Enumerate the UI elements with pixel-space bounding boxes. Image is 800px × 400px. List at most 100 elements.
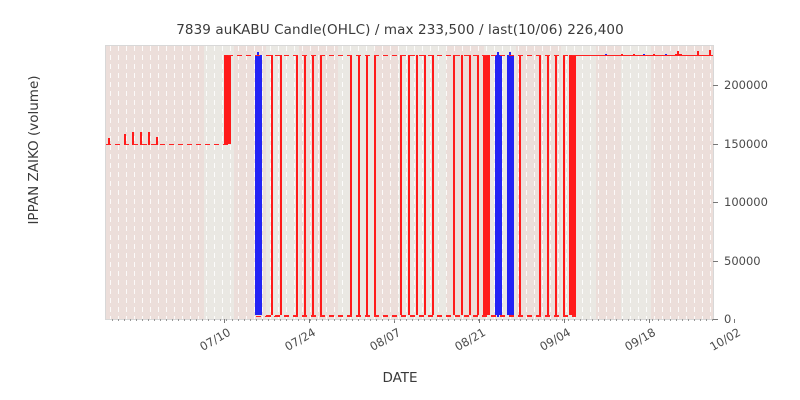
x-tick-minor — [388, 319, 389, 322]
x-tick-minor — [502, 319, 503, 322]
close-trend-line — [256, 316, 276, 318]
candle-body — [349, 54, 353, 316]
x-tick-minor — [268, 319, 269, 322]
x-tick-minor — [448, 319, 449, 322]
candle-body — [476, 54, 480, 316]
x-tick-minor — [250, 319, 251, 322]
x-tick-minor — [550, 319, 551, 322]
x-tick-minor — [346, 319, 347, 322]
axis-spine-right — [713, 46, 714, 320]
x-tick-minor — [382, 319, 383, 322]
x-tick-minor — [298, 319, 299, 322]
candle-wick — [140, 131, 142, 144]
candle-body — [415, 54, 419, 316]
x-tick-minor — [586, 319, 587, 322]
x-tick-minor — [412, 319, 413, 322]
close-trend-line — [576, 54, 713, 56]
candle-body — [452, 54, 456, 316]
candle-body — [311, 54, 315, 316]
gridline-vertical — [678, 46, 680, 319]
x-tick-minor — [640, 319, 641, 322]
gridline-vertical — [398, 46, 400, 319]
x-tick-label: 10/02 — [707, 325, 743, 354]
candle-body — [223, 54, 231, 144]
x-tick-minor — [472, 319, 473, 322]
gridline-vertical — [662, 46, 664, 319]
x-tick-minor — [274, 319, 275, 322]
x-tick-minor — [244, 319, 245, 322]
background-band — [106, 46, 204, 319]
gridline-vertical — [430, 46, 432, 319]
gridline-vertical — [590, 46, 592, 319]
x-tick-minor — [658, 319, 659, 322]
x-tick-minor — [664, 319, 665, 322]
candle-wick — [697, 50, 699, 55]
x-tick-minor — [694, 319, 695, 322]
x-tick-minor — [208, 319, 209, 322]
x-tick-minor — [322, 319, 323, 322]
x-tick-label: 07/24 — [282, 325, 318, 354]
x-tick-label: 09/04 — [537, 325, 573, 354]
gridline-vertical — [614, 46, 616, 319]
y-tick-mark — [713, 85, 718, 87]
gridline-vertical — [630, 46, 632, 319]
gridline-vertical — [414, 46, 416, 319]
gridline-vertical — [142, 46, 144, 319]
gridline-vertical — [126, 46, 128, 319]
gridline-vertical — [150, 46, 152, 319]
gridline-vertical — [198, 46, 200, 319]
gridline-vertical — [342, 46, 344, 319]
y-tick-label: 200000 — [724, 78, 768, 93]
candle-body — [546, 54, 550, 316]
x-tick-minor — [370, 319, 371, 322]
gridline-vertical — [390, 46, 392, 319]
gridline-vertical — [110, 46, 112, 319]
candle-wick — [605, 53, 607, 55]
x-tick-minor — [178, 319, 179, 322]
x-tick-label: 09/18 — [622, 325, 658, 354]
gridline-vertical — [118, 46, 120, 319]
x-tick-minor — [232, 319, 233, 322]
x-tick-minor — [394, 319, 395, 322]
candle-body — [319, 54, 323, 316]
x-tick-minor — [616, 319, 617, 322]
gridline-vertical — [702, 46, 704, 319]
x-tick-minor — [580, 319, 581, 322]
x-tick-minor — [304, 319, 305, 322]
x-tick-minor — [688, 319, 689, 322]
gridline-vertical — [446, 46, 448, 319]
background-band — [651, 46, 713, 319]
close-trend-line — [266, 54, 713, 57]
y-tick-label: 50000 — [724, 253, 761, 268]
x-tick-minor — [604, 319, 605, 322]
x-tick-minor — [700, 319, 701, 322]
x-tick-minor — [292, 319, 293, 322]
x-tick-minor — [526, 319, 527, 322]
x-tick-minor — [520, 319, 521, 322]
x-tick-minor — [148, 319, 149, 322]
x-tick-minor — [508, 319, 509, 322]
gridline-vertical — [134, 46, 136, 319]
x-tick-minor — [124, 319, 125, 322]
x-tick-minor — [172, 319, 173, 322]
x-tick-minor — [568, 319, 569, 322]
gridline-vertical — [334, 46, 336, 319]
candle-body — [295, 54, 299, 316]
gridline-vertical — [622, 46, 624, 319]
x-tick-minor — [454, 319, 455, 322]
candle-body — [494, 54, 502, 316]
gridline-vertical — [302, 46, 304, 319]
gridline-vertical — [262, 46, 264, 319]
gridline-vertical — [526, 46, 528, 319]
plot-area — [106, 46, 713, 319]
x-tick-minor — [280, 319, 281, 322]
gridline-vertical — [582, 46, 584, 319]
y-tick-label: 150000 — [724, 136, 768, 151]
candle-body — [554, 54, 558, 316]
gridline-vertical — [278, 46, 280, 319]
x-tick-minor — [610, 319, 611, 322]
gridline-vertical — [294, 46, 296, 319]
x-tick-minor — [424, 319, 425, 322]
gridline-vertical — [406, 46, 408, 319]
